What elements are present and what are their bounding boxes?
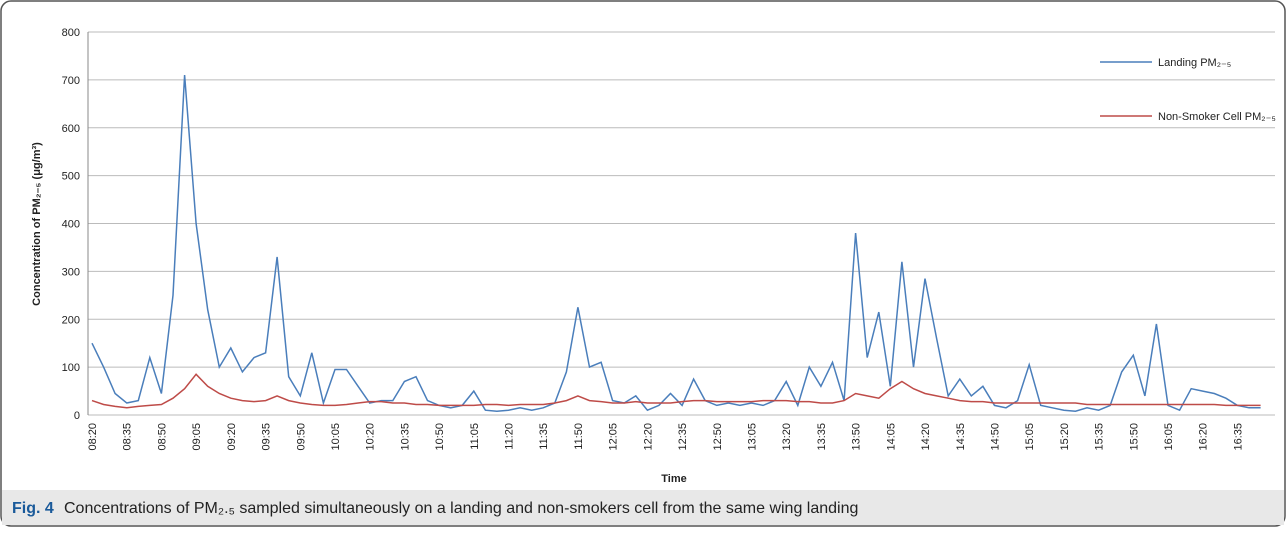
legend-label: Landing PM₂₋₅ [1158, 57, 1231, 69]
x-tick-label: 13:50 [851, 423, 863, 451]
x-tick-label: 15:20 [1059, 423, 1071, 451]
x-tick-label: 10:05 [330, 423, 342, 451]
x-tick-label: 16:05 [1163, 423, 1175, 451]
x-tick-label: 12:20 [642, 423, 654, 451]
x-tick-label: 15:05 [1024, 423, 1036, 451]
x-tick-label: 12:50 [712, 423, 724, 451]
y-tick-label: 500 [62, 171, 80, 183]
y-tick-label: 300 [62, 266, 80, 278]
x-tick-label: 13:35 [816, 423, 828, 451]
y-tick-label: 200 [62, 314, 80, 326]
x-tick-label: 10:20 [365, 423, 377, 451]
x-tick-label: 08:50 [156, 423, 168, 451]
x-tick-label: 14:50 [989, 423, 1001, 451]
x-tick-label: 08:35 [122, 423, 134, 451]
x-tick-label: 13:20 [781, 423, 793, 451]
x-tick-label: 09:50 [295, 423, 307, 451]
y-tick-label: 600 [62, 123, 80, 135]
caption: Concentrations of PM₂.₅ sampled simultan… [64, 500, 858, 517]
x-tick-label: 09:05 [191, 423, 203, 451]
x-tick-label: 11:50 [573, 423, 585, 450]
x-tick-label: 11:05 [469, 423, 481, 450]
caption-label: Fig. 4 [12, 500, 54, 517]
line [91, 75, 1261, 412]
x-tick-label: 11:20 [504, 423, 516, 450]
x-axis-label: Time [661, 473, 686, 485]
legend-label: Non-Smoker Cell PM₂₋₅ [1158, 111, 1276, 123]
x-tick-label: 15:50 [1128, 423, 1140, 451]
x-tick-label: 11:35 [538, 423, 550, 450]
x-tick-label: 10:50 [434, 423, 446, 451]
x-tick-label: 12:35 [677, 423, 689, 451]
x-tick-label: 09:20 [226, 423, 238, 451]
y-tick-label: 100 [62, 362, 80, 374]
x-tick-label: 09:35 [261, 423, 273, 451]
x-tick-label: 14:05 [885, 423, 897, 451]
y-tick-label: 0 [74, 410, 80, 422]
x-tick-label: 14:20 [920, 423, 932, 451]
x-tick-label: 08:20 [87, 423, 99, 451]
x-tick-label: 12:05 [608, 423, 620, 451]
caption-bar [2, 490, 1284, 525]
y-tick-label: 400 [62, 219, 80, 231]
x-tick-label: 14:35 [955, 423, 967, 451]
x-tick-label: 16:35 [1232, 423, 1244, 451]
x-tick-label: 10:35 [399, 423, 411, 451]
y-tick-label: 700 [62, 75, 80, 87]
x-tick-label: 15:35 [1094, 423, 1106, 451]
x-tick-label: 16:20 [1198, 423, 1210, 451]
x-tick-label: 13:05 [746, 423, 758, 451]
line [91, 373, 1261, 409]
y-axis-label: Concentration of PM₂₋₅ (μg/m³) [31, 142, 43, 306]
y-tick-label: 800 [62, 27, 80, 39]
